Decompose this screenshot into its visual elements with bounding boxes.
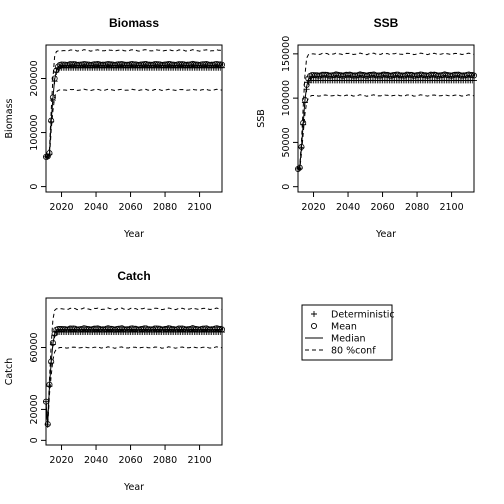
x-tick-label: 2080	[153, 202, 177, 213]
series-mean	[294, 71, 477, 172]
series-median-line	[45, 328, 223, 425]
legend-symbol-plus	[311, 311, 317, 317]
series-80-conf-upper	[297, 52, 475, 170]
y-tick-label: 150000	[281, 36, 292, 72]
x-axis-label: Year	[123, 229, 144, 240]
x-tick-label: 2040	[336, 202, 360, 213]
x-tick-label: 2100	[439, 202, 463, 213]
y-tick-label: 0	[29, 437, 40, 443]
legend-symbol-circle	[310, 322, 318, 330]
y-axis-label: Catch	[4, 358, 15, 385]
series-80-conf-lower-line	[45, 346, 223, 427]
y-tick-label: 100000	[29, 114, 40, 150]
series-mean	[43, 60, 225, 160]
legend-item-mean: Mean	[310, 322, 357, 333]
series-deterministic	[43, 329, 225, 428]
series-median	[45, 328, 223, 425]
series-80-conf-upper	[45, 307, 223, 423]
x-tick-label: 2060	[370, 202, 394, 213]
data-point-mean	[215, 325, 222, 332]
chart-panel-biomass: Biomass 2020 2040 2060 2080 2100 0 100000 200000…	[4, 16, 225, 240]
series-80-conf-upper	[45, 49, 223, 158]
x-tick-label: 2080	[153, 455, 177, 466]
legend-label: Mean	[331, 322, 357, 333]
x-tick-label: 2020	[49, 202, 73, 213]
x-tick-label: 2060	[118, 455, 142, 466]
x-tick-label: 2020	[49, 455, 73, 466]
y-axis-label: SSB	[256, 109, 267, 128]
x-tick-label: 2020	[301, 202, 325, 213]
legend-label: Median	[331, 334, 366, 345]
series-80-conf-lower	[297, 94, 475, 171]
y-axis-label: Biomass	[4, 98, 15, 138]
series-median-line	[297, 74, 475, 170]
x-tick-label: 2100	[187, 455, 211, 466]
legend-item-median: Median	[305, 334, 366, 345]
legend-label: 80 %conf	[331, 346, 376, 357]
series-median-line	[45, 64, 223, 158]
series-80-conf-lower	[45, 88, 223, 159]
chart-title: Biomass	[109, 16, 159, 30]
series-deterministic	[43, 64, 225, 160]
y-tick-label: 20000	[29, 394, 40, 424]
chart-title: Catch	[117, 269, 150, 283]
y-tick-label: 50000	[281, 127, 292, 157]
y-tick-label: 0	[29, 184, 40, 190]
x-tick-label: 2100	[187, 202, 211, 213]
chart-panel-ssb: SSB 2020 2040 2060 2080 2100 0 50000 100000 15000…	[256, 16, 477, 240]
series-deterministic	[295, 77, 477, 172]
series-80-conf-upper-line	[297, 52, 475, 170]
series-80-conf-lower-line	[297, 94, 475, 171]
chart-title: SSB	[374, 16, 399, 30]
x-tick-label: 2060	[118, 202, 142, 213]
plot-frame	[297, 44, 475, 193]
y-tick-label: 200000	[29, 60, 40, 96]
y-tick-label: 60000	[29, 332, 40, 362]
data-point-mean	[294, 165, 301, 172]
x-tick-label: 2040	[84, 202, 108, 213]
plot-frame	[45, 44, 223, 193]
chart-panel-catch: Catch 2020 2040 2060 2080 2100 0 20000 60000 Year…	[4, 269, 225, 493]
series-80-conf-lower-line	[45, 88, 223, 159]
data-point-mean	[467, 71, 474, 78]
series-median	[297, 74, 475, 170]
y-tick-label: 100000	[281, 80, 292, 116]
x-axis-label: Year	[123, 482, 144, 493]
legend-item-80-conf: 80 %conf	[305, 346, 376, 357]
y-tick-label: 0	[281, 184, 292, 190]
legend-item-deterministic: Deterministic	[311, 310, 395, 321]
legend-label: Deterministic	[331, 310, 395, 321]
series-80-conf-lower	[45, 346, 223, 427]
plot-frame	[45, 297, 223, 446]
series-80-conf-upper-line	[45, 307, 223, 423]
series-80-conf-upper-line	[45, 49, 223, 158]
x-tick-label: 2080	[405, 202, 429, 213]
series-median	[45, 64, 223, 158]
series-mean	[43, 325, 225, 428]
x-axis-label: Year	[375, 229, 396, 240]
x-tick-label: 2040	[84, 455, 108, 466]
